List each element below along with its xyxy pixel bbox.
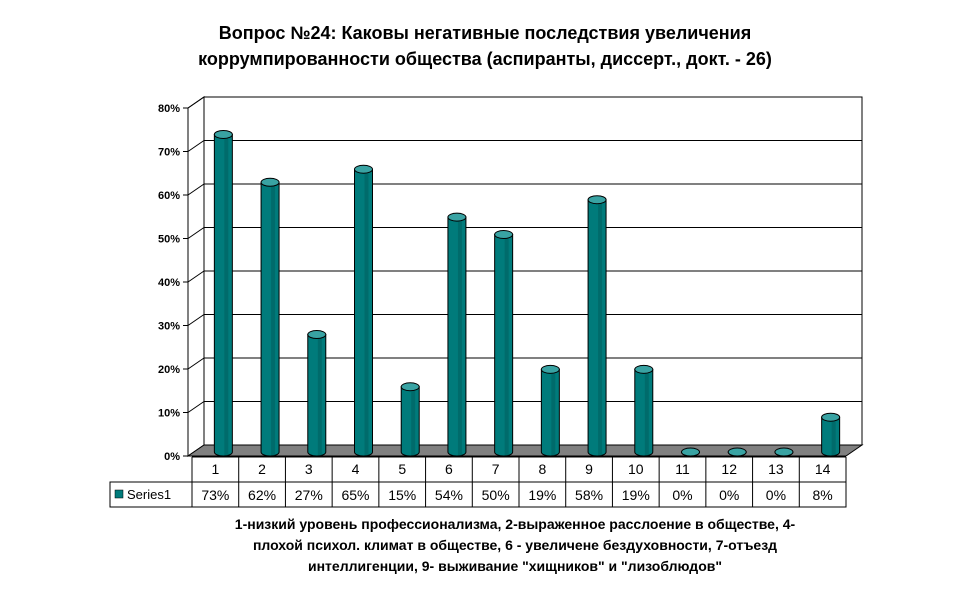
bar-12 [727, 447, 747, 457]
chart-caption: 1-низкий уровень профессионализма, 2-выр… [150, 514, 880, 577]
data-label: 15% [388, 487, 416, 503]
bar-body [634, 368, 654, 457]
category-label: 5 [398, 461, 406, 477]
bar-top [587, 195, 607, 205]
bar-top [494, 230, 514, 239]
legend-series-name: Series1 [127, 487, 171, 502]
data-label: 27% [295, 487, 323, 503]
bar-7 [494, 230, 514, 457]
y-tick-label: 20% [158, 364, 180, 376]
chart-walls [186, 96, 864, 457]
category-label: 14 [815, 461, 831, 477]
bar-body [354, 168, 373, 457]
bar-top [354, 164, 373, 174]
gridline-side [187, 270, 205, 283]
bar-10 [634, 364, 654, 457]
y-tick-label: 40% [158, 277, 180, 289]
y-tick-label: 0% [164, 451, 180, 463]
category-label: 11 [675, 461, 690, 477]
bar-9 [587, 195, 607, 457]
chart-floor [186, 444, 864, 457]
bar-body [821, 416, 841, 457]
bar-5 [400, 382, 420, 457]
category-label: 12 [721, 461, 737, 477]
bar-top [540, 364, 560, 374]
bar-14 [821, 412, 841, 457]
category-label: 4 [352, 461, 360, 477]
bar-body [307, 334, 327, 457]
data-label: 73% [201, 487, 229, 503]
legend-swatch [114, 489, 124, 499]
data-label: 0% [719, 487, 739, 503]
category-label: 7 [492, 461, 500, 477]
category-label: 9 [585, 461, 593, 477]
bar-4 [354, 164, 373, 457]
gridline-side [187, 140, 205, 152]
bar-top [774, 447, 794, 457]
data-label: 54% [435, 487, 463, 503]
category-label: 13 [768, 461, 784, 477]
category-label: 10 [628, 461, 644, 477]
y-tick-label: 10% [158, 408, 180, 420]
category-label: 6 [445, 461, 453, 477]
bar-top [634, 364, 654, 374]
bar-body [587, 199, 607, 457]
bar-top [400, 382, 420, 392]
bar-8 [540, 364, 560, 457]
bar-top [681, 447, 700, 457]
y-tick-label: 70% [158, 147, 180, 159]
category-label: 1 [211, 461, 219, 477]
data-table: Series1 1 73% 2 62% 3 27% 4 65% 5 15% 6 54% 7 50% 8 19% 9… [109, 456, 847, 508]
bar-top [727, 447, 747, 457]
bar-top [213, 129, 233, 139]
bar-body [494, 234, 514, 457]
bar-body [447, 216, 467, 457]
chart-title: Вопрос №24: Каковы негативные последстви… [100, 20, 870, 72]
data-label: 19% [622, 487, 650, 503]
data-label: 8% [813, 487, 833, 503]
data-label: 0% [672, 487, 692, 503]
bar-1 [213, 129, 233, 457]
data-label: 50% [482, 487, 510, 503]
y-tick-label: 60% [158, 190, 180, 202]
category-label: 2 [258, 461, 266, 477]
bars [213, 129, 841, 457]
gridline-side [187, 227, 205, 239]
bar-top [821, 412, 841, 422]
bar-body [540, 368, 560, 457]
category-label: 3 [305, 461, 313, 477]
bar-body [213, 133, 233, 457]
bar-body [400, 386, 420, 457]
bar-6 [447, 212, 467, 457]
bar-13 [774, 447, 794, 457]
y-tick-label: 80% [158, 103, 180, 115]
caption-line-2: плохой психол. климат в обществе, 6 - ув… [252, 537, 778, 553]
bar-top [447, 212, 467, 222]
data-label: 0% [766, 487, 786, 503]
bar-body [260, 181, 280, 457]
caption-line-1: 1-низкий уровень профессионализма, 2-выр… [234, 516, 796, 532]
category-label: 8 [538, 461, 546, 477]
chart-title-line-1: Вопрос №24: Каковы негативные последстви… [218, 23, 752, 43]
data-label: 65% [341, 487, 369, 503]
gridline-side [187, 96, 205, 109]
chart-title-line-2: коррумпированности общества (аспиранты, … [198, 49, 772, 69]
gridline-side [187, 314, 205, 326]
y-axis: 0% 10% 20% 30% 40% 50% 60% 70% 80% [158, 103, 189, 463]
data-label: 19% [528, 487, 556, 503]
y-tick-label: 30% [158, 321, 180, 333]
gridline-side [187, 357, 205, 370]
bar-2 [260, 177, 280, 457]
data-label: 58% [575, 487, 603, 503]
gridline-side [187, 401, 205, 413]
gridline-side [187, 183, 205, 196]
data-label: 62% [248, 487, 276, 503]
bar-3 [307, 330, 327, 457]
caption-line-3: интеллигенции, 9- выживание "хищников" и… [307, 558, 722, 574]
bar-11 [680, 447, 701, 457]
bar-top [260, 177, 280, 187]
bar-top [307, 330, 327, 340]
y-tick-label: 50% [158, 234, 180, 246]
